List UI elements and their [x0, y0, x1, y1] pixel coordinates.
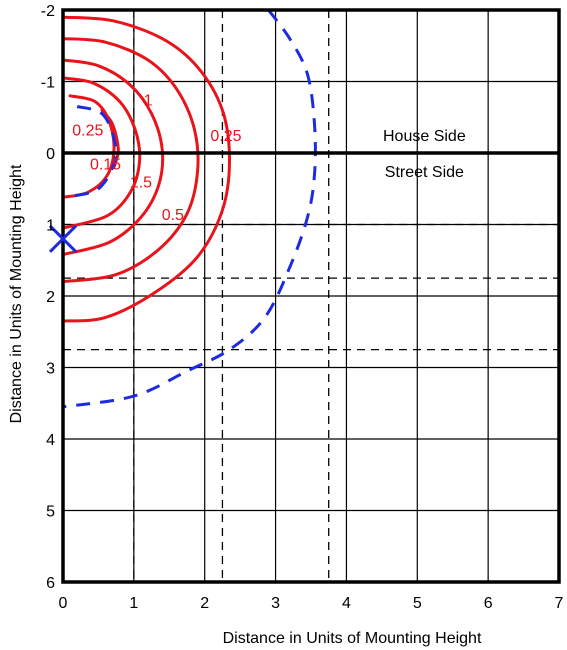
- y-tick-label: 1: [46, 218, 55, 235]
- isofootcandle-curve-3: [61, 76, 142, 230]
- x-tick-label: 5: [413, 595, 422, 612]
- x-tick-label: 3: [271, 595, 280, 612]
- x-tick-label: 6: [484, 595, 493, 612]
- x-tick-label: 0: [59, 595, 68, 612]
- blue-dashed-curves: [62, 9, 317, 409]
- grid: [63, 10, 559, 582]
- isofootcandle-label: 1: [144, 92, 153, 109]
- region-label: Street Side: [385, 164, 464, 181]
- isofootcandle-label: 1.5: [130, 175, 152, 192]
- isofootcandle-label: 0.25: [72, 122, 103, 139]
- y-tick-label: 5: [46, 504, 55, 521]
- y-tick-label: -2: [41, 3, 55, 20]
- y-tick-label: 0: [46, 146, 55, 163]
- y-tick-label: -1: [41, 75, 55, 92]
- x-tick-label: 4: [342, 595, 351, 612]
- plot-frame: [61, 8, 561, 584]
- isofootcandle-label: 0.25: [210, 128, 241, 145]
- isofootcandle-curve-1: [61, 37, 200, 284]
- x-tick-label: 2: [200, 595, 209, 612]
- x-tick-label: 7: [555, 595, 564, 612]
- x-axis-title: Distance in Units of Mounting Height: [223, 630, 482, 647]
- luminaire-marker: [48, 224, 78, 253]
- y-tick-label: 4: [46, 432, 55, 449]
- isofootcandle-labels: 0.25 0.5 1 1.5 0.25 0.15: [72, 92, 241, 223]
- region-label: House Side: [383, 128, 466, 145]
- isofootcandle-curve-0: [61, 15, 232, 323]
- isofootcandle-label: 0.5: [162, 207, 184, 224]
- y-tick-label: 3: [46, 361, 55, 378]
- y-tick-label: 2: [46, 289, 55, 306]
- luminaire-x-stroke: [48, 224, 78, 253]
- region-labels: House Side Street Side: [383, 128, 466, 181]
- y-tick-label: 6: [46, 575, 55, 592]
- x-tick-labels: 0 1 2 3 4 5 6 7: [59, 595, 564, 612]
- blue-dashed-curve-0: [62, 9, 317, 409]
- x-tick-label: 1: [129, 595, 138, 612]
- y-axis-title: Distance in Units of Mounting Height: [8, 164, 25, 423]
- y-tick-labels: -2 -1 0 1 2 3 4 5 6: [41, 3, 55, 592]
- dashed-reference-lines: [63, 10, 559, 582]
- isofootcandle-label: 0.15: [90, 157, 121, 174]
- isofootcandle-curve-2: [61, 58, 165, 256]
